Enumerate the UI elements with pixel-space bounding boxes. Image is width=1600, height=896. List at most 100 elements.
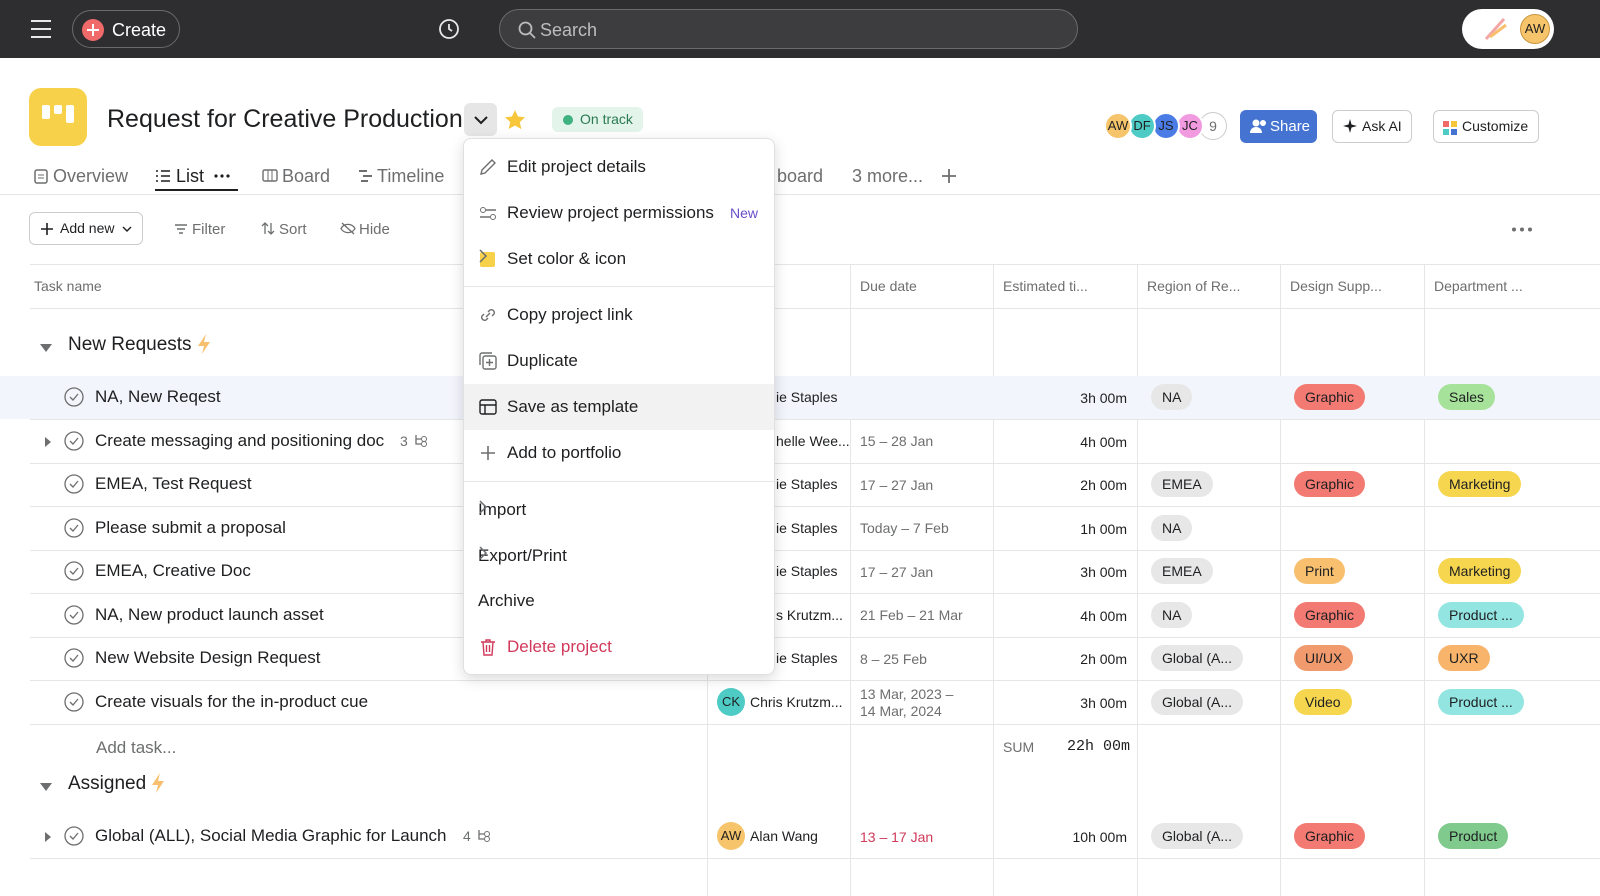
task-name[interactable]: EMEA, Test Request [95,474,252,493]
column-header[interactable]: Design Supp... [1290,278,1382,294]
task-name[interactable]: New Website Design Request [95,648,321,667]
add-new-label: Add new [60,220,115,236]
task-name[interactable]: NA, New Reqest [95,387,221,406]
tab[interactable]: Overview [53,166,129,186]
menu-label: Duplicate [507,351,578,370]
menu-item[interactable]: Edit project details [464,144,774,190]
add-tab[interactable] [941,168,957,184]
assignee-avatar: AW [717,822,745,850]
share-button[interactable]: Share [1240,110,1317,143]
menu-item[interactable]: Copy project link [464,292,774,338]
due-date[interactable]: Today – 7 Feb [860,520,949,536]
filter-button[interactable]: Filter [192,221,226,238]
menu-item[interactable]: Review project permissions New [464,190,774,236]
column-header[interactable]: Task name [34,278,102,294]
menu-item[interactable]: Import [464,487,774,533]
header-border [30,308,1600,309]
due-date[interactable]: 17 – 27 Jan [860,563,934,580]
column-header[interactable]: Due date [860,278,917,294]
estimated-time[interactable]: 10h 00m [1072,829,1127,845]
assignee-name[interactable]: Chris Krutzm... [750,693,843,710]
share-label: Share [1270,118,1311,135]
task-name[interactable]: Create messaging and positioning doc [95,430,385,450]
design-pill: Graphic [1294,601,1366,628]
status-pill[interactable]: On track [552,107,643,132]
estimated-time[interactable]: 1h 00m [1080,520,1127,537]
member-avatar: JS [1152,112,1180,140]
estimated-time[interactable]: 4h 00m [1080,433,1127,450]
task-name[interactable]: Please submit a proposal [95,517,286,537]
menu-item[interactable]: Delete project [464,624,774,670]
region-pill: Global (A... [1151,645,1244,671]
due-date[interactable]: 13 – 17 Jan [860,828,934,845]
more-options[interactable] [1511,227,1533,232]
column-header[interactable]: Estimated ti... [1003,278,1088,294]
profile[interactable]: AW [1462,9,1554,49]
create-button[interactable]: Create [72,10,180,48]
tab[interactable]: 3 more... [852,166,924,186]
menu-item[interactable]: Archive [464,578,774,624]
customize-button[interactable]: Customize [1433,110,1539,143]
tab[interactable]: Board [282,166,331,186]
estimated-time[interactable]: 3h 00m [1080,390,1127,406]
search-box[interactable]: Search [499,9,1078,49]
due-date[interactable]: 15 – 28 Jan [860,433,934,449]
section-title[interactable]: New Requests [68,334,192,355]
region-pill: Global (A... [1151,688,1244,715]
menu-item[interactable]: Duplicate [464,338,774,384]
region-pill: EMEA [1151,558,1213,584]
tab[interactable]: board [777,166,824,186]
project-menu-button[interactable] [464,103,497,136]
due-date[interactable]: 21 Feb – 21 Mar [860,607,963,623]
add-new-button[interactable]: Add new [29,212,143,245]
tab[interactable]: List [176,166,205,186]
estimated-time[interactable]: 3h 00m [1080,694,1127,711]
due-date[interactable]: 13 Mar, 2023 – 14 Mar, 2024 [860,685,954,719]
menu-label: Archive [478,591,535,610]
assignee-name[interactable]: ie Staples [776,389,838,405]
customize-label: Customize [1462,118,1529,134]
menu-label: Copy project link [507,305,633,324]
user-avatar: AW [1520,14,1550,44]
task-name[interactable]: Global (ALL), Social Media Graphic for L… [95,826,447,845]
estimated-time[interactable]: 3h 00m [1080,564,1127,580]
search-placeholder: Search [540,20,598,40]
assignee-name[interactable]: Alan Wang [750,828,818,844]
menu-item[interactable]: Export/Print [464,533,774,579]
assignee-name[interactable]: s Krutzm... [776,606,843,623]
task-name[interactable]: NA, New product launch asset [95,604,324,624]
add-task[interactable]: Add task... [96,738,177,757]
sort-button[interactable]: Sort [279,221,307,238]
menu-icon[interactable] [30,19,52,39]
section-title[interactable]: Assigned [68,773,147,794]
assignee-name[interactable]: ie Staples [776,519,838,536]
header-border [30,264,1600,265]
ask-ai-button[interactable]: Ask AI [1332,110,1412,143]
task-name[interactable]: Create visuals for the in-product cue [95,691,369,711]
menu-item[interactable]: Set color & icon [464,236,774,282]
section-toggle [39,340,53,358]
favorite-star[interactable] [504,109,526,130]
complete-checkbox [64,517,84,543]
assignee-name[interactable]: ie Staples [776,476,838,492]
assignee-name[interactable]: helle Wee... [776,432,850,449]
estimated-time[interactable]: 2h 00m [1080,477,1127,493]
board-icon [262,169,278,182]
column-header[interactable]: Department ... [1434,278,1523,294]
assignee-name[interactable]: ie Staples [776,563,838,579]
estimated-time[interactable]: 2h 00m [1080,651,1127,667]
tab[interactable]: Timeline [377,166,445,186]
due-date[interactable]: 17 – 27 Jan [860,476,934,493]
history-icon[interactable] [438,18,460,40]
task-name[interactable]: EMEA, Creative Doc [95,561,251,580]
estimated-time[interactable]: 4h 00m [1080,607,1127,624]
column-header[interactable]: Region of Re... [1147,278,1241,294]
menu-item[interactable]: Save as template [464,384,774,430]
design-pill: Graphic [1294,471,1366,497]
tab-options[interactable] [214,174,230,178]
menu-item[interactable]: Add to portfolio [464,430,774,476]
assignee-name[interactable]: ie Staples [776,650,838,666]
due-date[interactable]: 8 – 25 Feb [860,650,927,667]
hide-button[interactable]: Hide [359,221,390,238]
